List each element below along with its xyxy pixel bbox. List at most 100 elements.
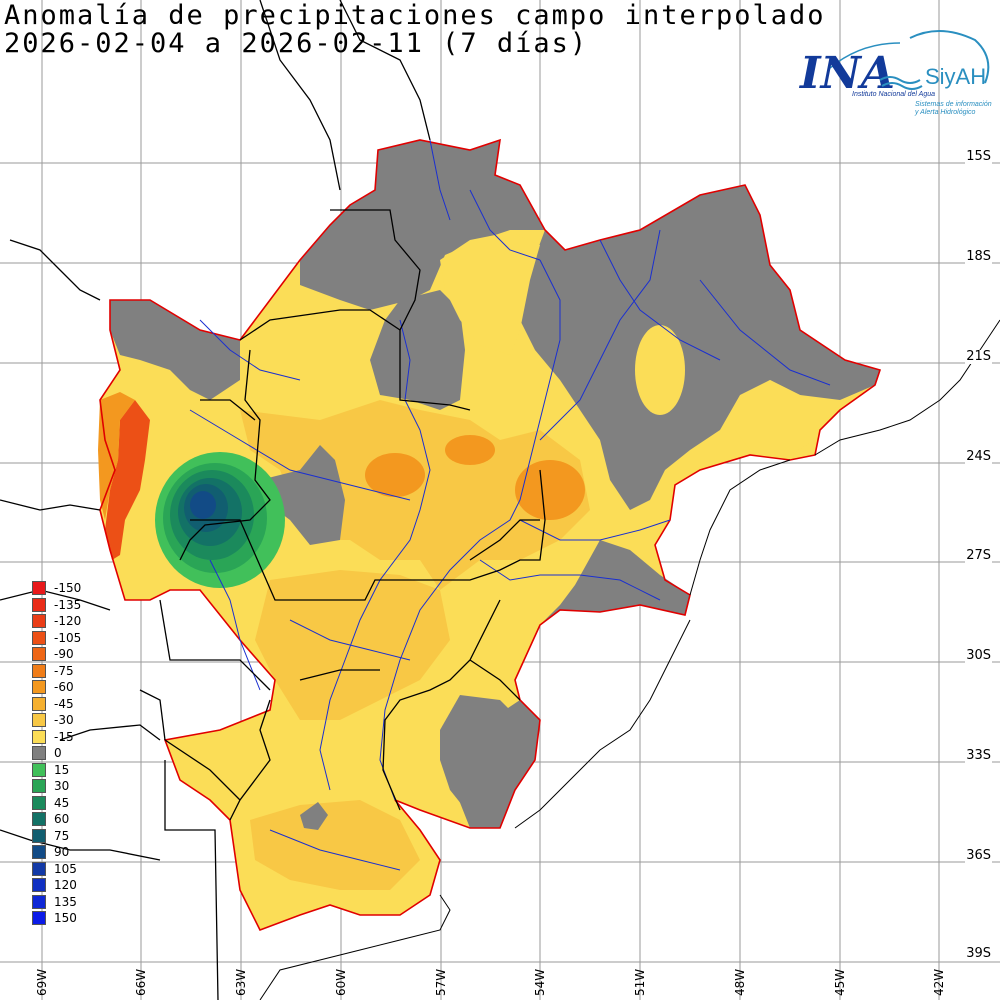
lat-label: 21S [965,349,992,364]
lon-label: 51W [633,968,647,996]
lat-label: 30S [965,648,992,663]
legend-swatch [32,630,46,645]
basin-boundary [99,138,882,932]
legend-swatch [32,779,46,793]
legend-swatch [32,828,46,843]
legend-swatch [32,845,46,859]
coastline [259,319,1000,1000]
legend-swatch [32,861,46,876]
legend-swatch [32,878,46,892]
legend-item: 105 [32,861,112,877]
legend-swatch [32,663,46,678]
legend-label: 120 [54,878,77,892]
legend-swatch [32,812,46,826]
legend-item: -120 [32,613,112,629]
legend-label: -75 [54,663,74,678]
legend-item: -30 [32,712,112,728]
legend-label: 75 [54,828,70,843]
legend-item: 60 [32,811,112,827]
lon-label: 69W [35,968,49,996]
lat-label: 36S [965,848,992,863]
yellow-islands [440,232,830,455]
logo-system-line2: y Alerta Hidrológico [914,109,976,116]
map-title: Anomalía de precipitaciones campo interp… [4,0,826,31]
legend-label: 45 [54,795,70,810]
lon-label: 45W [833,968,847,996]
legend-label: -45 [54,696,74,711]
legend-swatch [32,647,46,661]
legend-item: -45 [32,696,112,712]
legend-label: 90 [54,845,70,859]
legend-item: 0 [32,745,112,761]
deficit-west-strip [105,400,150,560]
lat-label: 33S [965,748,992,763]
zero-anomaly-zones [110,140,880,830]
legend-label: 135 [54,894,77,909]
legend-label: -60 [54,680,74,694]
legend-label: 105 [54,861,77,876]
lon-label: 54W [533,968,547,996]
legend-swatch [32,680,46,694]
dark-orange-patches [365,435,585,520]
legend-item: 75 [32,828,112,844]
ina-siyah-logo: INA SiyAH Instituto Nacional del Agua Si… [798,29,992,116]
legend-item: 150 [32,910,112,926]
legend-label: -30 [54,713,74,727]
legend-label: 60 [54,812,70,826]
lon-label: 42W [932,968,946,996]
legend-item: 90 [32,844,112,860]
logo-ina-text: INA [798,48,895,99]
legend-item: -105 [32,630,112,646]
legend-swatch [32,614,46,628]
legend-swatch [32,581,46,595]
legend-item: 135 [32,894,112,910]
legend-swatch [32,696,46,711]
legend-label: -135 [54,597,82,612]
legend-swatch [32,795,46,810]
lon-label: 60W [334,968,348,996]
lon-label: 66W [134,968,148,996]
legend-label: 150 [54,911,77,925]
legend-swatch [32,762,46,777]
lat-label: 24S [965,449,992,464]
legend-item: 45 [32,795,112,811]
legend-label: -120 [54,614,82,628]
legend-label: 30 [54,779,70,793]
lat-label: 27S [965,548,992,563]
legend-item: -60 [32,679,112,695]
rivers [189,139,831,871]
logo-siyah-text: SiyAH [925,64,986,89]
legend-item: 30 [32,778,112,794]
lat-label: 18S [965,249,992,264]
legend-label: -15 [54,729,74,744]
country-borders [0,0,546,1000]
legend-swatch [32,746,46,760]
logo-org-text: Instituto Nacional del Agua [852,91,935,98]
deficit-west-mid [98,392,135,520]
legend-label: 0 [54,746,62,760]
map-date-range: 2026-02-04 a 2026-02-11 (7 días) [4,28,589,59]
legend-item: 120 [32,877,112,893]
lat-label: 39S [965,946,992,961]
legend-swatch [32,729,46,744]
lat-label: 15S [965,149,992,164]
legend-item: -90 [32,646,112,662]
legend-item: -135 [32,597,112,613]
legend-item: -15 [32,729,112,745]
legend-label: -90 [54,647,74,661]
legend-label: 15 [54,762,70,777]
lon-label: 48W [733,968,747,996]
legend-item: 15 [32,762,112,778]
lon-label: 63W [234,968,248,996]
legend-swatch [32,911,46,925]
legend-swatch [32,713,46,727]
legend-item: -150 [32,580,112,596]
legend-item: -75 [32,663,112,679]
lon-label: 57W [434,968,448,996]
orange-patches [240,400,590,890]
logo-system-line1: Sistemas de información [915,101,992,108]
legend-swatch [32,894,46,909]
legend-swatch [32,597,46,612]
legend-label: -105 [54,630,82,645]
